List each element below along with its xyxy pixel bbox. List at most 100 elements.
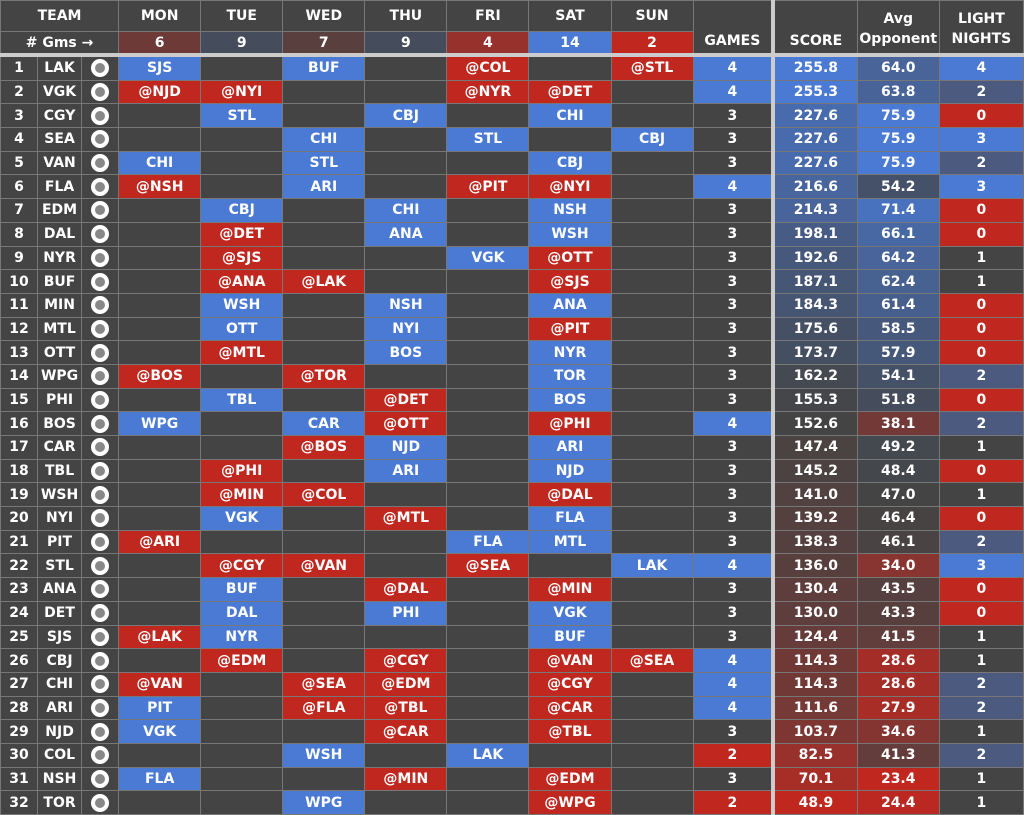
team-logo-cell	[81, 198, 120, 223]
team-abbr: CHI	[37, 671, 83, 697]
game-cell	[610, 671, 694, 697]
game-cell: @LAK	[118, 624, 202, 650]
avg-opponent-value: 23.4	[856, 766, 940, 792]
game-cell: LAK	[446, 742, 530, 768]
game-cell	[610, 506, 694, 531]
rank: 31	[0, 766, 39, 792]
game-cell	[118, 435, 202, 460]
team-logo-icon	[91, 106, 110, 125]
game-cell	[610, 245, 694, 271]
score-value: 70.1	[771, 766, 858, 792]
game-cell	[446, 648, 530, 673]
score-value: 147.4	[771, 435, 858, 460]
table-row: 6 FLA @NSH ARI @PIT @NYI 4 216.6 54.2 3	[0, 174, 1024, 200]
game-cell: NJD	[364, 435, 448, 460]
rank: 32	[0, 790, 39, 815]
game-cell: LAK	[610, 553, 694, 579]
game-cell: FLA	[118, 766, 202, 792]
team-logo-cell	[81, 79, 120, 105]
avg-opponent-value: 49.2	[856, 435, 940, 460]
games-value: 3	[692, 198, 774, 223]
game-cell	[610, 150, 694, 176]
game-cell: @NJD	[118, 79, 202, 105]
games-value: 3	[692, 506, 774, 531]
game-cell: FLA	[446, 529, 530, 555]
game-cell: @NYR	[446, 79, 530, 105]
team-abbr: SEA	[37, 127, 83, 152]
team-logo-icon	[91, 201, 110, 220]
game-cell: STL	[282, 150, 366, 176]
rank: 9	[0, 245, 39, 271]
team-logo-icon	[91, 533, 110, 552]
game-cell: @VAN	[528, 648, 612, 673]
game-cell	[118, 577, 202, 602]
game-cell	[118, 198, 202, 223]
light-nights-value: 1	[938, 435, 1024, 460]
game-cell	[282, 292, 366, 318]
game-cell	[610, 103, 694, 129]
games-value: 3	[692, 103, 774, 129]
score-value: 48.9	[771, 790, 858, 815]
day-header-tue: TUE	[200, 0, 284, 32]
game-cell: @MTL	[200, 340, 284, 365]
game-cell: ARI	[364, 458, 448, 484]
game-cell	[610, 624, 694, 650]
game-cell: BOS	[528, 387, 612, 413]
team-abbr: PIT	[37, 529, 83, 555]
games-value: 3	[692, 245, 774, 271]
game-cell: @LAK	[282, 269, 366, 294]
team-logo-icon	[91, 296, 110, 315]
game-cell: @VAN	[282, 553, 366, 579]
game-cell: STL	[446, 127, 530, 152]
game-cell: @VAN	[118, 671, 202, 697]
game-cell	[610, 198, 694, 223]
game-cell	[364, 174, 448, 200]
game-cell	[200, 174, 284, 200]
games-value: 3	[692, 624, 774, 650]
day-header-mon: MON	[118, 0, 202, 32]
game-cell	[282, 387, 366, 413]
games-value: 4	[692, 79, 774, 105]
light-nights-value: 1	[938, 245, 1024, 271]
score-value: 162.2	[771, 363, 858, 389]
rank: 29	[0, 719, 39, 744]
score-value: 103.7	[771, 719, 858, 744]
game-cell: CAR	[282, 411, 366, 436]
score-header: SCORE	[771, 0, 858, 57]
avg-opponent-value: 62.4	[856, 269, 940, 294]
avg-opponent-value: 27.9	[856, 695, 940, 721]
game-cell	[446, 387, 530, 413]
game-cell: @TBL	[364, 695, 448, 721]
rank: 19	[0, 482, 39, 508]
game-cell: STL	[200, 103, 284, 129]
light-nights-value: 0	[938, 458, 1024, 484]
score-value: 82.5	[771, 742, 858, 768]
games-value: 4	[692, 648, 774, 673]
game-cell: @MTL	[364, 506, 448, 531]
rank: 20	[0, 506, 39, 531]
game-cell	[118, 790, 202, 815]
avg-opponent-header: Avg Opponent	[856, 0, 940, 57]
table-row: 11 MIN WSH NSH ANA 3 184.3 61.4 0	[0, 292, 1024, 318]
table-row: 18 TBL @PHI ARI NJD 3 145.2 48.4 0	[0, 458, 1024, 484]
game-cell	[118, 245, 202, 271]
game-cell	[200, 695, 284, 721]
team-logo-cell	[81, 577, 120, 602]
rank: 1	[0, 54, 39, 81]
game-cell: CHI	[364, 198, 448, 223]
team-logo-icon	[91, 509, 110, 528]
team-abbr: EDM	[37, 198, 83, 223]
team-logo-cell	[81, 292, 120, 318]
team-logo-cell	[81, 506, 120, 531]
game-cell: BUF	[528, 624, 612, 650]
game-cell	[610, 790, 694, 815]
game-cell: CBJ	[364, 103, 448, 129]
light-nights-value: 2	[938, 695, 1024, 721]
game-cell	[446, 624, 530, 650]
team-logo-cell	[81, 624, 120, 650]
games-value: 3	[692, 435, 774, 460]
table-row: 10 BUF @ANA @LAK @SJS 3 187.1 62.4 1	[0, 269, 1024, 294]
game-cell	[446, 363, 530, 389]
game-cell	[610, 482, 694, 508]
game-cell: CHI	[118, 150, 202, 176]
